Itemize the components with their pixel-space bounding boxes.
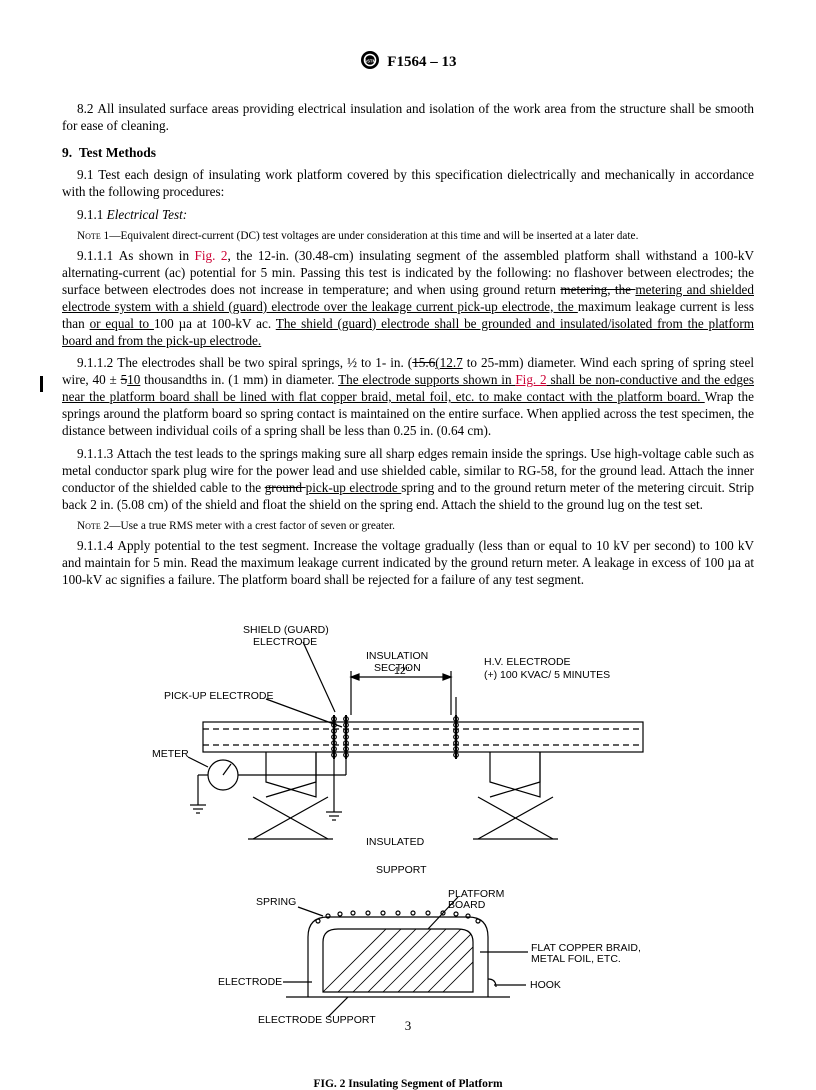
lbl-pickup: PICK-UP ELECTRODE <box>164 690 274 702</box>
lbl-flat2: METAL FOIL, ETC. <box>531 953 621 965</box>
lbl-electrode: ELECTRODE <box>218 976 282 988</box>
doc-header: ASTM F1564 – 13 <box>62 50 754 75</box>
lbl-insulated: INSULATED <box>366 836 425 848</box>
lbl-hv2: (+) 100 KVAC/ 5 MINUTES <box>484 669 610 681</box>
note-2: Note 2—Use a true RMS meter with a crest… <box>62 519 754 534</box>
fig2-ref: Fig. 2 <box>195 248 228 263</box>
svg-text:ASTM: ASTM <box>364 59 376 64</box>
lbl-hv1: H.V. ELECTRODE <box>484 656 571 668</box>
note-1: Note 1—Equivalent direct-current (DC) te… <box>62 229 754 244</box>
doc-designation: F1564 – 13 <box>387 54 456 71</box>
para-9-1-1-1: 9.1.1.1 As shown in Fig. 2, the 12-in. (… <box>62 248 754 349</box>
lbl-meter: METER <box>152 748 189 760</box>
astm-logo-icon: ASTM <box>360 50 380 75</box>
para-9-1-1-3: 9.1.1.3 Attach the test leads to the spr… <box>62 446 754 514</box>
lbl-hook: HOOK <box>530 979 561 991</box>
para-9-1-1-4: 9.1.1.4 Apply potential to the test segm… <box>62 538 754 589</box>
figure-caption: FIG. 2 Insulating Segment of Platform <box>62 1078 754 1090</box>
lbl-platform2: BOARD <box>448 899 486 911</box>
para-8-2: 8.2 All insulated surface areas providin… <box>62 101 754 135</box>
lbl-support: SUPPORT <box>376 864 427 876</box>
lbl-shield: SHIELD (GUARD) <box>243 624 329 636</box>
lbl-shield2: ELECTRODE <box>253 636 317 648</box>
lbl-spring: SPRING <box>256 896 296 908</box>
para-9-1-1: 9.1.1 Electrical Test: <box>62 207 754 224</box>
para-9-1-1-2: 9.1.1.2 The electrodes shall be two spir… <box>62 355 754 439</box>
page-number: 3 <box>0 1018 816 1034</box>
para-9-1: 9.1 Test each design of insulating work … <box>62 167 754 201</box>
section-9-head: 9. Test Methods <box>62 145 754 161</box>
lbl-insul1: INSULATION <box>366 650 428 662</box>
lbl-dim: 12" <box>394 665 410 677</box>
fig2-ref: Fig. 2 <box>515 372 546 387</box>
